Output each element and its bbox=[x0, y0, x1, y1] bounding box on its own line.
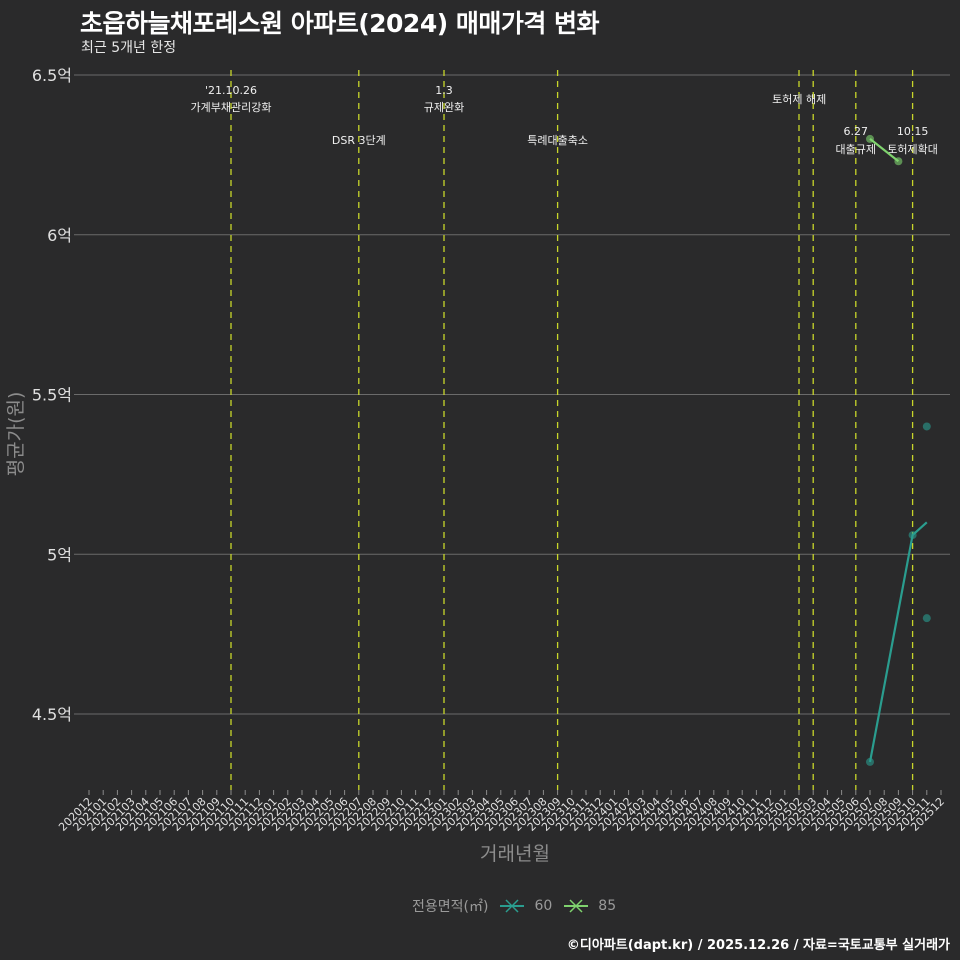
chart-subtitle: 최근 5개년 한정 bbox=[81, 40, 177, 56]
event-label: 규제완화 bbox=[424, 101, 464, 114]
legend-item-85: 85 bbox=[562, 897, 616, 915]
y-axis: 4.5억 5억 5.5억 6억 6.5억 bbox=[32, 66, 78, 724]
data-point bbox=[866, 757, 874, 766]
y-tick-label: 6.5억 bbox=[32, 66, 72, 85]
y-tick-label: 4.5억 bbox=[32, 705, 72, 724]
x-axis: 2020122021012021022021032021042021052021… bbox=[56, 790, 947, 834]
event-label: 대출규제 bbox=[836, 143, 876, 156]
legend-key-60-icon bbox=[498, 897, 526, 915]
series-line-60 bbox=[868, 521, 928, 763]
legend: 전용면적(㎡) 60 85 bbox=[412, 896, 616, 916]
series-line-85 bbox=[869, 138, 900, 163]
y-tick-label: 5억 bbox=[47, 545, 72, 564]
event-date: 6.27 bbox=[844, 125, 869, 138]
y-axis-title: 평균가(원) bbox=[5, 392, 27, 477]
data-point bbox=[894, 157, 903, 166]
data-point bbox=[922, 422, 931, 431]
event-label: 특례대출축소 bbox=[527, 134, 588, 147]
legend-title: 전용면적(㎡) bbox=[412, 899, 489, 915]
legend-key-85-icon bbox=[562, 897, 590, 915]
source-caption: ©디아파트(dapt.kr) / 2025.12.26 / 자료=국토교통부 실… bbox=[566, 938, 950, 953]
data-point bbox=[866, 134, 874, 143]
data-point bbox=[922, 614, 931, 623]
data-point bbox=[908, 531, 917, 540]
event-date: '21.10.26 bbox=[205, 84, 257, 97]
event-label: 토허제확대 bbox=[887, 143, 938, 156]
legend-item-60: 60 bbox=[498, 897, 552, 915]
legend-label-60: 60 bbox=[534, 898, 553, 914]
event-date: 1.3 bbox=[435, 84, 453, 97]
y-tick-label: 5.5억 bbox=[32, 386, 72, 405]
gridlines bbox=[78, 74, 950, 715]
event-label: 토허제 해제 bbox=[772, 92, 826, 106]
y-tick-label: 6억 bbox=[47, 226, 72, 245]
event-label: 가계부채관리강화 bbox=[191, 101, 272, 114]
data-series bbox=[866, 134, 931, 766]
legend-label-85: 85 bbox=[598, 898, 617, 914]
chart-title: 초읍하늘채포레스원 아파트(2024) 매매가격 변화 bbox=[80, 9, 600, 38]
x-axis-title: 거래년월 bbox=[480, 843, 550, 865]
event-label: DSR 3단계 bbox=[332, 134, 386, 147]
event-date: 10.15 bbox=[897, 125, 929, 138]
